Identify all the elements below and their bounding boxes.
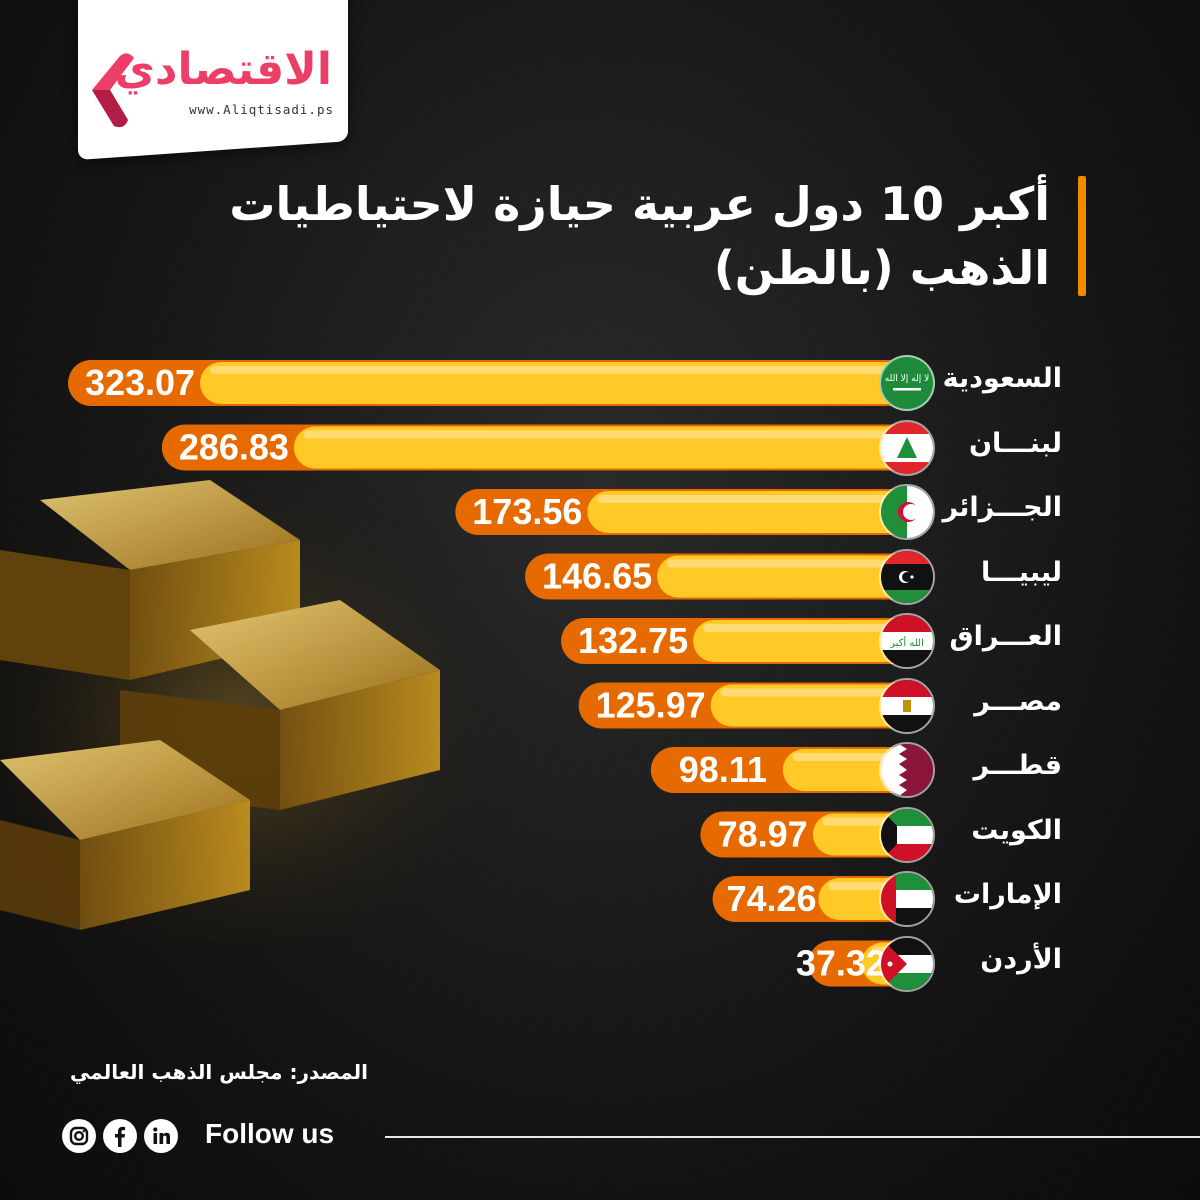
value-label: 98.11 [679,749,767,790]
bar-shine [828,882,895,890]
follow-us-label: Follow us [205,1118,335,1149]
value-label: 323.07 [85,362,195,403]
flag-lebanon-icon [879,419,935,476]
bar-row: 132.75 [561,618,925,664]
country-label: ليبيـــا [980,556,1062,588]
country-label: الكويت [971,814,1062,846]
linkedin-icon[interactable] [144,1119,178,1153]
bar-row: 146.65 [525,553,925,600]
bar-shine [720,688,895,697]
bar [293,426,925,469]
flag-saudi-arabia-icon: لا إله إلا الله [879,355,935,411]
value-label: 132.75 [578,620,688,661]
title-line-2: الذهب (بالطن) [713,241,1050,295]
flag-egypt-icon [879,677,935,734]
bar-row: 323.07 [68,360,925,406]
source-note: المصدر: مجلس الذهب العالمي [70,1060,368,1084]
value-label: 286.83 [179,427,289,468]
bar-shine [822,817,895,826]
title-accent-bar [1078,176,1086,296]
country-label: الإمارات [953,879,1062,910]
value-label: 74.26 [726,878,816,919]
brand-name: الاقتصادي [114,44,332,95]
title-line-1: أكبر 10 دول عربية حيازة لاحتياطيات [229,177,1050,231]
bar-row: 173.56 [455,489,925,535]
facebook-icon[interactable] [103,1119,137,1153]
bar-row: 286.83 [161,424,925,471]
country-label: السعودية [942,363,1062,394]
bar [710,684,925,727]
brand-url[interactable]: www.Aliqtisadi.ps [189,102,334,117]
value-label: 37.32 [796,943,886,984]
bar-shine [210,366,895,374]
bar [200,362,925,404]
country-label: الأردن [980,943,1062,975]
bar-row: 98.11 [650,747,925,793]
bar-shine [703,624,895,632]
value-label: 125.97 [596,685,706,726]
country-label: الجـــزائر [942,492,1062,523]
flag-kuwait-icon [879,806,935,863]
country-label: لبنـــان [968,427,1062,459]
gold-bars-image [0,460,520,940]
logo: الاقتصادي www.Aliqtisadi.ps [78,40,348,140]
flag-libya-icon [879,548,935,605]
page-title: أكبر 10 دول عربية حيازة لاحتياطيات الذهب… [150,172,1050,300]
flag-jordan-icon [879,935,935,992]
flag-algeria-icon [879,484,935,540]
value-label: 146.65 [542,556,652,597]
bar-shine [597,495,895,503]
flag-uae-icon [879,871,935,927]
svg-text:لا إله إلا الله: لا إله إلا الله [885,374,929,384]
footer-divider [385,1136,1200,1138]
country-label: العـــراق [949,621,1062,652]
bar [693,620,925,662]
instagram-icon[interactable] [62,1119,96,1153]
brand-mark-icon [92,53,134,128]
value-label: 173.56 [472,491,582,532]
bar [657,555,925,598]
country-label: قطـــر [973,750,1062,781]
bar-shine [792,753,895,761]
bar-shine [303,430,895,439]
svg-text:الله أكبر: الله أكبر [889,636,924,649]
bar-row: 125.97 [578,682,925,729]
flag-qatar-icon [879,742,935,798]
bar-shine [667,559,895,568]
value-label: 78.97 [718,814,808,855]
country-label: مصـــر [974,685,1062,717]
flag-iraq-icon: الله أكبر [879,613,935,669]
bar [587,491,925,533]
